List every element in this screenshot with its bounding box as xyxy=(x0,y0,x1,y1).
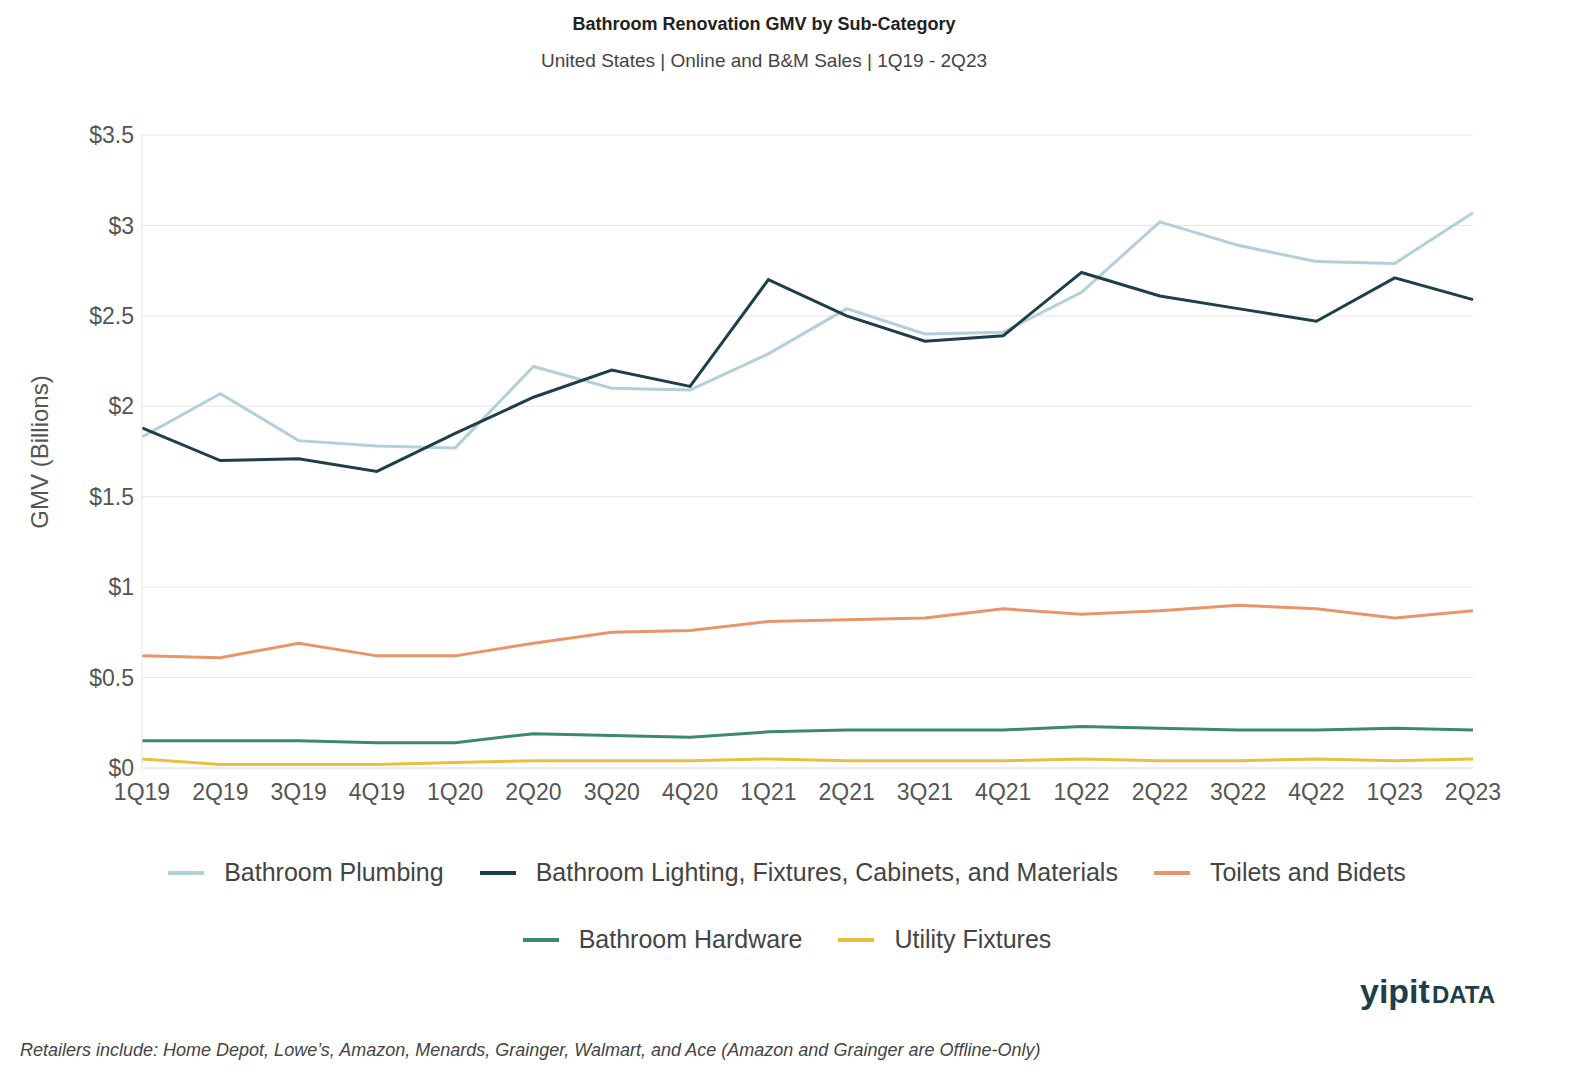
html-text:Bathroom Hardware: Bathroom Hardware xyxy=(578,925,803,953)
svg-text:4Q20: 4Q20 xyxy=(662,779,718,805)
svg-text:1Q23: 1Q23 xyxy=(1367,779,1423,805)
svg-text:$3.5: $3.5 xyxy=(89,122,134,148)
svg-text:2Q22: 2Q22 xyxy=(1132,779,1188,805)
svg-text:1Q22: 1Q22 xyxy=(1053,779,1109,805)
html-text:United States | Online and B&M: United States | Online and B&M Sales | 1… xyxy=(541,50,987,71)
svg-text:2Q20: 2Q20 xyxy=(505,779,561,805)
html-text:GMV (Billions): GMV (Billions) xyxy=(26,375,53,529)
svg-text:$0.5: $0.5 xyxy=(89,665,134,691)
svg-text:$3: $3 xyxy=(108,213,134,239)
svg-text:4Q22: 4Q22 xyxy=(1288,779,1344,805)
html-text:Toilets and Bidets: Toilets and Bidets xyxy=(1209,858,1406,886)
svg-text:$2: $2 xyxy=(108,393,134,419)
html-text:Bathroom Lighting, Fixtures, C: Bathroom Lighting, Fixtures, Cabinets, a… xyxy=(535,858,1118,886)
svg-text:1Q19: 1Q19 xyxy=(114,779,170,805)
svg-text:3Q21: 3Q21 xyxy=(897,779,953,805)
svg-text:2Q19: 2Q19 xyxy=(192,779,248,805)
svg-text:$2.5: $2.5 xyxy=(89,303,134,329)
html-text:Utility Fixtures: Utility Fixtures xyxy=(894,925,1052,953)
svg-text:2Q23: 2Q23 xyxy=(1445,779,1501,805)
svg-text:3Q19: 3Q19 xyxy=(270,779,326,805)
svg-text:2Q21: 2Q21 xyxy=(819,779,875,805)
svg-text:4Q19: 4Q19 xyxy=(349,779,405,805)
html-text:Bathroom Plumbing: Bathroom Plumbing xyxy=(224,858,444,886)
html-text:Bathroom Renovation GMV by Sub: Bathroom Renovation GMV by Sub-Category xyxy=(572,14,956,34)
svg-text:$1: $1 xyxy=(108,574,134,600)
html-text:yipitDATA: yipitDATA xyxy=(1360,972,1495,1010)
svg-text:1Q21: 1Q21 xyxy=(740,779,796,805)
svg-text:4Q21: 4Q21 xyxy=(975,779,1031,805)
svg-text:3Q22: 3Q22 xyxy=(1210,779,1266,805)
svg-text:$0: $0 xyxy=(108,755,134,781)
html-text:Retailers include: Home Depot,: Retailers include: Home Depot, Lowe’s, A… xyxy=(20,1040,1041,1060)
svg-text:$1.5: $1.5 xyxy=(89,484,134,510)
svg-text:3Q20: 3Q20 xyxy=(584,779,640,805)
svg-text:1Q20: 1Q20 xyxy=(427,779,483,805)
